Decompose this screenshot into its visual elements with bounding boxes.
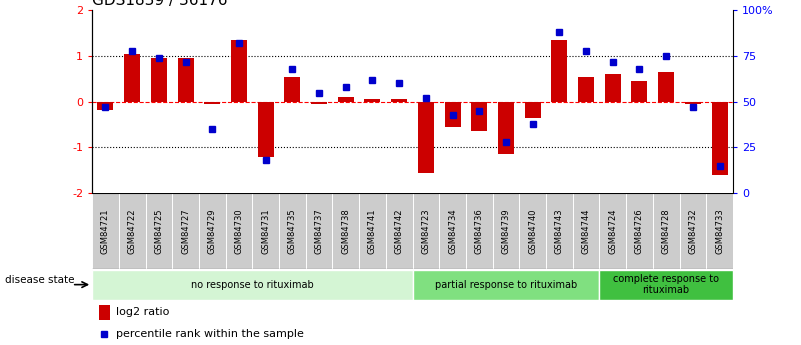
Bar <box>605 75 621 102</box>
Bar <box>311 102 327 104</box>
Bar <box>391 99 407 102</box>
Bar <box>178 58 194 102</box>
Bar <box>124 54 140 102</box>
Bar <box>551 40 567 102</box>
Bar <box>658 72 674 102</box>
Bar <box>685 102 701 104</box>
Text: GSM84723: GSM84723 <box>421 208 430 254</box>
Bar <box>711 102 727 175</box>
Bar <box>578 77 594 102</box>
Text: GSM84722: GSM84722 <box>127 208 137 254</box>
Bar <box>418 102 434 172</box>
Text: partial response to rituximab: partial response to rituximab <box>435 280 577 289</box>
Text: GSM84737: GSM84737 <box>315 208 324 254</box>
Text: GSM84730: GSM84730 <box>235 208 244 254</box>
Bar <box>92 270 413 299</box>
Bar <box>599 270 733 299</box>
Bar <box>413 270 599 299</box>
Text: GSM84740: GSM84740 <box>528 208 537 254</box>
Bar <box>231 40 247 102</box>
Text: GDS1839 / 36176: GDS1839 / 36176 <box>92 0 227 8</box>
Text: GSM84721: GSM84721 <box>101 208 110 254</box>
Bar <box>631 81 647 102</box>
Text: no response to rituximab: no response to rituximab <box>191 280 314 289</box>
Bar <box>151 58 167 102</box>
Bar <box>364 99 380 102</box>
Bar <box>471 102 487 131</box>
Text: GSM84743: GSM84743 <box>555 208 564 254</box>
Text: GSM84724: GSM84724 <box>608 208 618 254</box>
Text: GSM84733: GSM84733 <box>715 208 724 254</box>
Text: GSM84732: GSM84732 <box>688 208 698 254</box>
Text: complete response to
rituximab: complete response to rituximab <box>613 274 719 295</box>
Bar <box>99 305 110 320</box>
Text: GSM84729: GSM84729 <box>207 208 217 254</box>
Text: GSM84725: GSM84725 <box>155 208 163 254</box>
Text: GSM84734: GSM84734 <box>448 208 457 254</box>
Text: disease state: disease state <box>5 275 74 285</box>
Text: GSM84741: GSM84741 <box>368 208 377 254</box>
Text: GSM84744: GSM84744 <box>582 208 590 254</box>
Bar <box>498 102 514 154</box>
Bar <box>98 102 114 110</box>
Bar <box>338 97 354 102</box>
Text: GSM84736: GSM84736 <box>475 208 484 254</box>
Text: GSM84727: GSM84727 <box>181 208 190 254</box>
Text: GSM84738: GSM84738 <box>341 208 350 254</box>
Text: percentile rank within the sample: percentile rank within the sample <box>116 329 304 339</box>
Bar <box>445 102 461 127</box>
Text: GSM84735: GSM84735 <box>288 208 297 254</box>
Bar <box>258 102 274 157</box>
Text: GSM84728: GSM84728 <box>662 208 670 254</box>
Text: GSM84739: GSM84739 <box>501 208 510 254</box>
Bar <box>284 77 300 102</box>
Text: GSM84726: GSM84726 <box>635 208 644 254</box>
Text: GSM84742: GSM84742 <box>395 208 404 254</box>
Text: GSM84731: GSM84731 <box>261 208 270 254</box>
Bar <box>525 102 541 118</box>
Bar <box>204 102 220 104</box>
Text: log2 ratio: log2 ratio <box>116 307 170 317</box>
